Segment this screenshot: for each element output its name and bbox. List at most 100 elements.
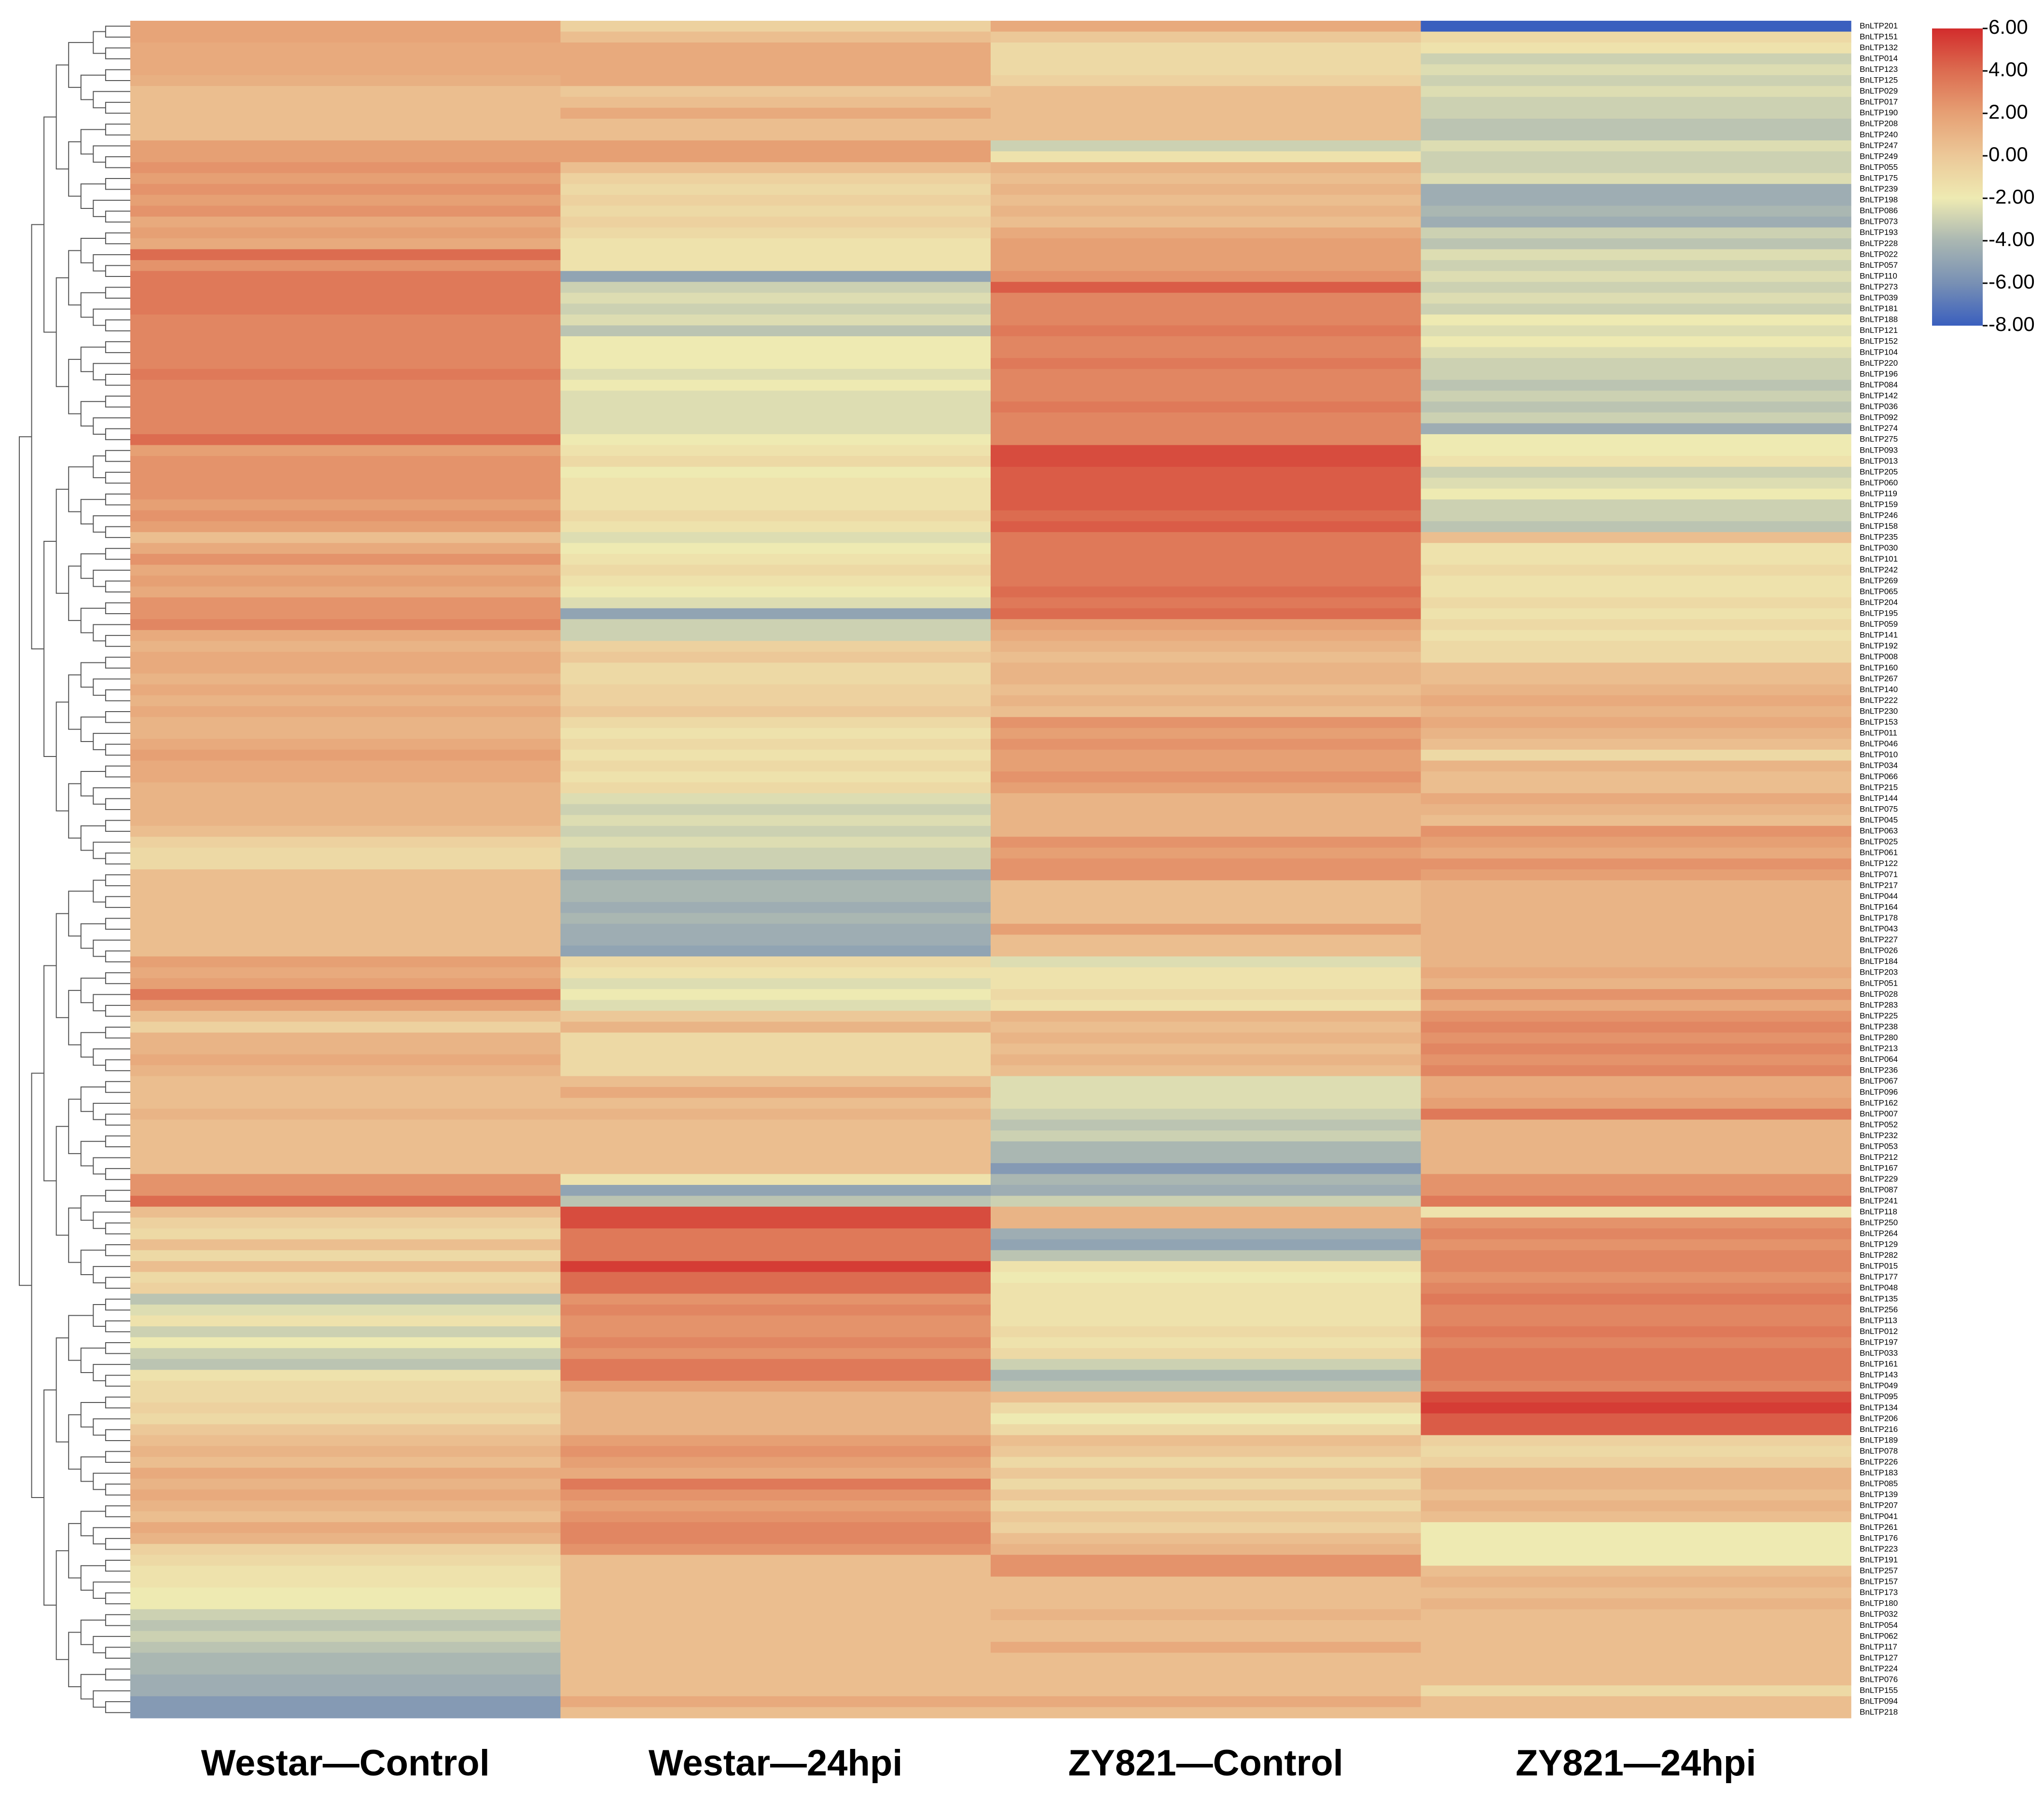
row-label: BnLTP067 xyxy=(1860,1076,1898,1086)
heat-cell xyxy=(991,880,1422,892)
dendrogram-branch xyxy=(105,341,130,353)
heat-cell xyxy=(130,1272,561,1283)
heat-cell xyxy=(1421,1261,1851,1272)
dendrogram-branch xyxy=(80,129,106,155)
row-label: BnLTP013 xyxy=(1860,456,1898,466)
heat-cell xyxy=(560,913,991,924)
row-label: BnLTP044 xyxy=(1860,892,1898,901)
heat-cell xyxy=(991,129,1422,141)
row-label: BnLTP228 xyxy=(1860,239,1898,248)
row-label: BnLTP087 xyxy=(1860,1185,1898,1195)
heat-cell xyxy=(560,1326,991,1338)
heat-cell xyxy=(560,510,991,522)
dendrogram-branch xyxy=(105,1375,130,1387)
heat-cell xyxy=(560,1293,991,1305)
heat-cell xyxy=(1421,521,1851,533)
heat-cell xyxy=(560,292,991,304)
dendrogram-branch xyxy=(105,580,130,592)
heat-cell xyxy=(991,597,1422,609)
heat-cell xyxy=(1421,1424,1851,1436)
row-label: BnLTP224 xyxy=(1860,1664,1898,1673)
heat-cell xyxy=(991,151,1422,163)
dendrogram-branch xyxy=(93,1636,130,1653)
dendrogram-branch xyxy=(68,1207,81,1263)
heat-cell xyxy=(130,815,561,826)
row-label: BnLTP162 xyxy=(1860,1098,1898,1107)
row-label: BnLTP280 xyxy=(1860,1033,1898,1042)
row-label: BnLTP161 xyxy=(1860,1360,1898,1369)
row-label: BnLTP043 xyxy=(1860,924,1898,934)
dendrogram-branch xyxy=(68,358,81,414)
heat-cell xyxy=(130,1348,561,1360)
dendrogram-branch xyxy=(55,1337,69,1443)
heat-cell xyxy=(560,1207,991,1218)
heat-cell xyxy=(560,1163,991,1175)
heat-cell xyxy=(1421,837,1851,848)
heat-cell xyxy=(130,1511,561,1523)
heat-cell xyxy=(1421,564,1851,576)
heat-cell xyxy=(130,499,561,511)
row-label: BnLTP061 xyxy=(1860,848,1898,857)
heat-cell xyxy=(1421,597,1851,609)
heat-cell xyxy=(560,75,991,86)
row-label: BnLTP059 xyxy=(1860,619,1898,629)
heat-cell xyxy=(560,815,991,826)
heat-cell xyxy=(130,706,561,717)
heat-cell xyxy=(560,21,991,32)
dendrogram-branch xyxy=(105,1342,130,1354)
dendrogram-branch xyxy=(93,841,130,859)
row-label: BnLTP078 xyxy=(1860,1446,1898,1456)
dendrogram-branch xyxy=(93,31,106,54)
heat-cell xyxy=(560,695,991,707)
dendrogram-branch xyxy=(19,436,32,1286)
heat-cell xyxy=(130,1293,561,1305)
row-label: BnLTP041 xyxy=(1860,1512,1898,1521)
dendrogram-branch xyxy=(105,396,130,408)
dendrogram-branch xyxy=(105,210,130,223)
row-label: BnLTP197 xyxy=(1860,1337,1898,1347)
heat-cell xyxy=(991,86,1422,97)
heat-cell xyxy=(560,1576,991,1588)
dendrogram-branch xyxy=(105,1451,130,1463)
dendrogram-branch xyxy=(105,635,130,647)
heat-cell xyxy=(1421,423,1851,435)
heat-cell xyxy=(130,1196,561,1207)
heat-cell xyxy=(130,1685,561,1697)
heat-cell xyxy=(991,1305,1422,1316)
dendrogram-branch xyxy=(31,1072,44,1498)
heat-cell xyxy=(560,793,991,805)
heat-cell xyxy=(130,434,561,446)
row-label: BnLTP142 xyxy=(1860,391,1898,400)
heat-cell xyxy=(560,96,991,109)
heat-cell xyxy=(991,1119,1422,1131)
heat-cell xyxy=(991,108,1422,119)
heat-cell xyxy=(560,1054,991,1066)
heat-cell xyxy=(1421,151,1851,163)
heat-cell xyxy=(130,978,561,990)
heat-cell xyxy=(560,249,991,261)
heat-cell xyxy=(991,1109,1422,1120)
colorbar-tick-label: 4.00 xyxy=(1989,58,2028,81)
heat-cell xyxy=(560,674,991,685)
heat-cell xyxy=(130,1391,561,1403)
heat-cell xyxy=(991,380,1422,391)
heat-cell xyxy=(130,1566,561,1577)
heat-cell xyxy=(130,1130,561,1142)
heat-cell xyxy=(130,739,561,750)
heat-cell xyxy=(1421,1446,1851,1457)
heat-cell xyxy=(130,271,561,282)
heat-cell xyxy=(130,1098,561,1109)
heat-cell xyxy=(991,1587,1422,1599)
heat-cell xyxy=(991,739,1422,750)
heat-cell xyxy=(130,1207,561,1218)
heat-cell xyxy=(130,510,561,522)
row-label: BnLTP190 xyxy=(1860,108,1898,117)
row-label: BnLTP235 xyxy=(1860,533,1898,542)
heat-cell xyxy=(1421,1609,1851,1621)
heat-cell xyxy=(1421,728,1851,739)
dendrogram-branch xyxy=(105,950,130,962)
heat-cell xyxy=(130,1054,561,1066)
row-label: BnLTP269 xyxy=(1860,576,1898,585)
dendrogram-branch xyxy=(80,1565,106,1591)
row-label: BnLTP241 xyxy=(1860,1196,1898,1205)
